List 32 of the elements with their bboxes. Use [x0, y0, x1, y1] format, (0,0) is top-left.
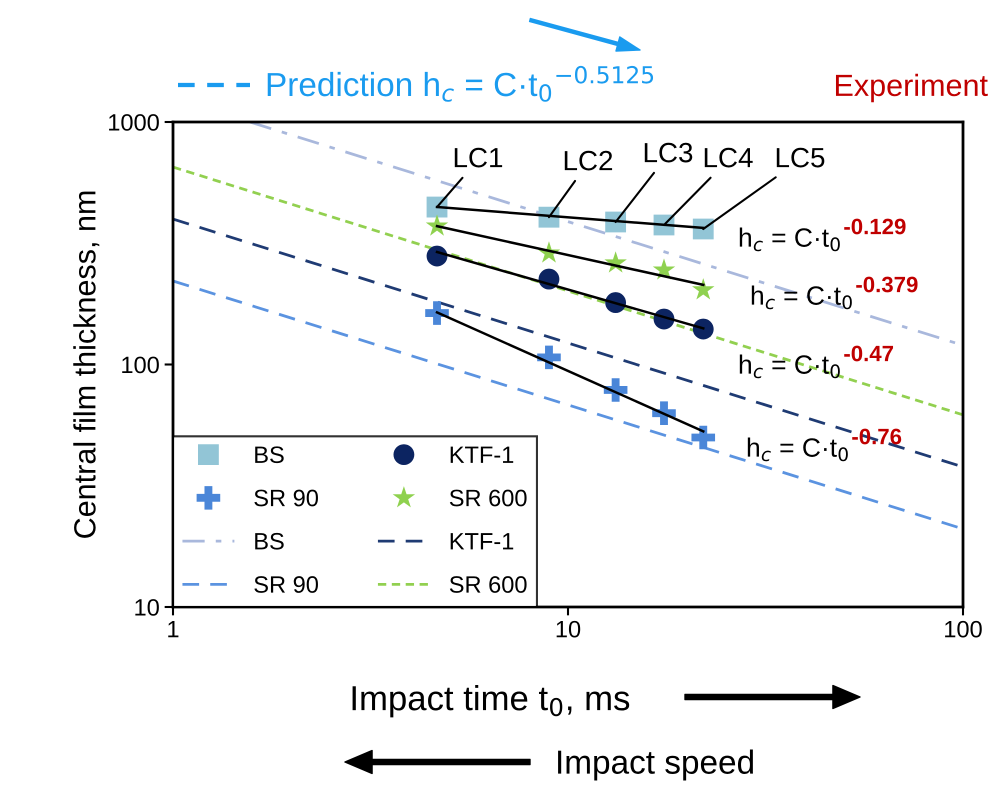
- legend-label: KTF-1: [450, 446, 514, 463]
- legend-label: SR 90: [254, 576, 318, 593]
- annotation: LC4: [704, 148, 753, 168]
- x-axis-title: Impact time t$_{0}$, ms: [352, 685, 630, 718]
- annotation: h$_{c}$ = C·t$_{0}$: [748, 438, 848, 462]
- text: Impact speed: [558, 749, 753, 781]
- annotation: LC5: [776, 148, 824, 168]
- text: Experiment: [836, 74, 988, 102]
- annotation: -0.47: [844, 346, 894, 362]
- annotation: h$_{c}$ = C·t$_{0}$: [752, 286, 852, 310]
- x-tick-label: 100: [945, 620, 982, 638]
- y-tick-label: 1000: [109, 114, 159, 131]
- annotation: -0.129: [844, 218, 906, 234]
- x-tick-label: 10: [556, 620, 580, 638]
- annotation: -0.76: [852, 428, 902, 444]
- annotation: LC2: [564, 150, 612, 170]
- annotation: h$_{c}$ = C·t$_{0}$: [740, 354, 840, 378]
- annotation: -0.379: [856, 276, 918, 292]
- annotation: LC3: [644, 142, 692, 162]
- legend-label: BS: [255, 446, 284, 464]
- legend-label: SR 600: [450, 490, 527, 506]
- y-tick-label: 10: [135, 599, 159, 616]
- legend-label: SR 600: [450, 576, 527, 593]
- y-tick-label: 100: [122, 356, 159, 374]
- legend-label: BS: [255, 532, 284, 550]
- annotation: LC1: [454, 148, 502, 168]
- y-axis-title: Central film thickness, nm: [73, 192, 100, 538]
- annotation: h$_{c}$ = C·t$_{0}$: [740, 228, 840, 252]
- x-tick-label: 1: [168, 621, 178, 638]
- legend-label: KTF-1: [450, 533, 514, 550]
- legend-label: SR 90: [254, 490, 318, 506]
- text: Prediction h$_{c}$ = C·t$_{0}$$^{−0.5125}$: [268, 66, 654, 102]
